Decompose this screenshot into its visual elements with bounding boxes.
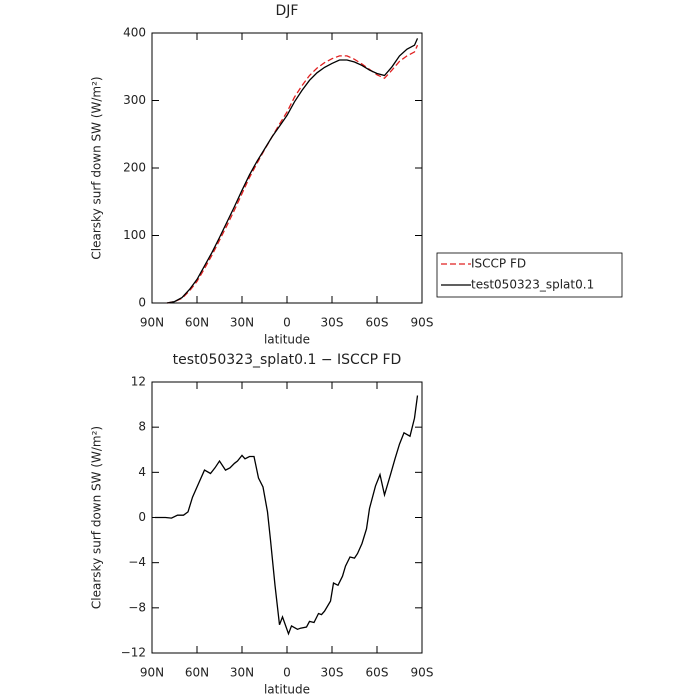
y-axis-label: Clearsky surf down SW (W/m²) <box>90 76 104 259</box>
x-tick-label: 30N <box>230 666 254 680</box>
x-tick-label: 0 <box>283 316 291 330</box>
x-tick-label: 60N <box>185 666 209 680</box>
legend-box <box>436 252 623 298</box>
chart-title: test050323_splat0.1 − ISCCP FD <box>173 352 402 368</box>
x-tick-label: 30S <box>321 316 344 330</box>
x-tick-label: 30S <box>321 666 344 680</box>
y-tick-label: 200 <box>123 161 146 175</box>
x-tick-label: 90N <box>140 666 164 680</box>
x-tick-label: 60S <box>366 666 389 680</box>
y-tick-label: 300 <box>123 93 146 107</box>
y-tick-label: −8 <box>128 600 146 614</box>
y-axis-label: Clearsky surf down SW (W/m²) <box>90 426 104 609</box>
plot-frame <box>151 32 423 304</box>
plot-frame <box>151 381 423 654</box>
x-tick-label: 90N <box>140 316 164 330</box>
x-tick-label: 60N <box>185 316 209 330</box>
y-tick-label: 4 <box>138 465 146 479</box>
x-axis-label: latitude <box>264 683 310 697</box>
x-tick-label: 90S <box>411 316 434 330</box>
y-tick-label: 400 <box>123 26 146 40</box>
x-axis-label: latitude <box>264 333 310 347</box>
legend-label: ISCCP FD <box>471 257 526 271</box>
data-line <box>155 395 419 636</box>
y-tick-label: −12 <box>121 646 146 660</box>
chart-title: DJF <box>276 3 299 19</box>
y-tick-label: −4 <box>128 555 146 569</box>
x-tick-label: 60S <box>366 316 389 330</box>
data-line <box>166 44 419 304</box>
y-tick-label: 0 <box>138 296 146 310</box>
x-tick-label: 30N <box>230 316 254 330</box>
legend-label: test050323_splat0.1 <box>471 278 594 292</box>
y-tick-label: 12 <box>131 375 146 389</box>
x-tick-label: 90S <box>411 666 434 680</box>
y-tick-label: 0 <box>138 510 146 524</box>
y-tick-label: 8 <box>138 420 146 434</box>
x-tick-label: 0 <box>283 666 291 680</box>
y-tick-label: 100 <box>123 228 146 242</box>
data-line <box>166 38 419 304</box>
